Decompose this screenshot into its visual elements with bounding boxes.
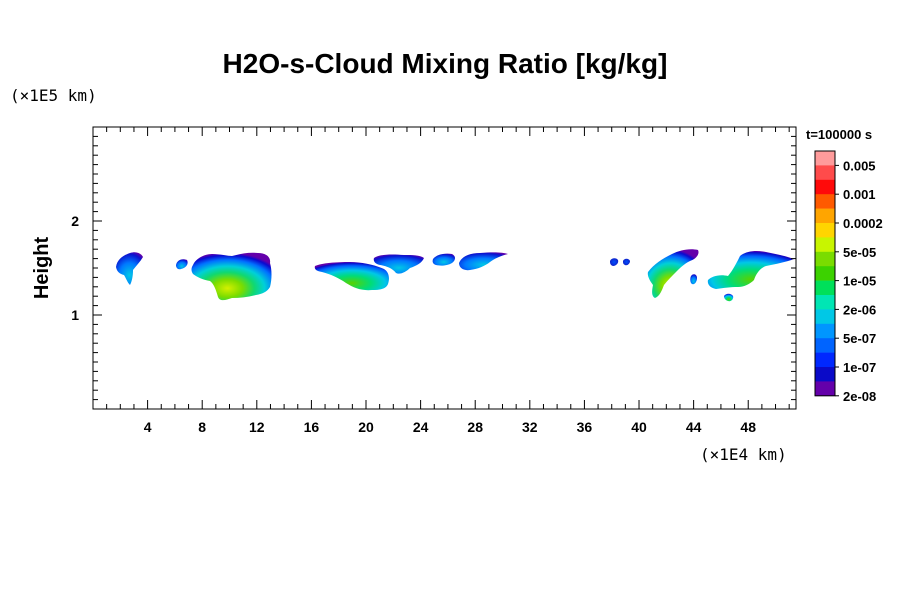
colorbar-swatch: [815, 352, 835, 368]
cloud-region: [707, 251, 794, 289]
cloud-region: [724, 293, 734, 302]
x-tick-label: 44: [686, 419, 702, 435]
colorbar-swatch: [815, 323, 835, 339]
x-tick-label: 36: [577, 419, 593, 435]
cloud-region: [116, 252, 143, 285]
cloud-region: [459, 252, 508, 271]
colorbar-label: 5e-05: [843, 245, 876, 260]
y-tick-label: 1: [71, 307, 79, 323]
colorbar-label: 1e-05: [843, 274, 876, 289]
colorbar-swatch: [815, 266, 835, 281]
colorbar-swatch: [815, 208, 835, 224]
colorbar-label: 5e-07: [843, 331, 876, 346]
colorbar-swatch: [815, 367, 835, 382]
cloud-region: [176, 259, 188, 270]
colorbar: 0.005 0.001 0.0002 5e-05 1e-05 2e-06 5e-07 1e-0…: [814, 150, 883, 404]
x-ticks: 4 8 12 16 20 24 28 32 36 40 44 48: [106, 127, 790, 435]
colorbar-label: 2e-06: [843, 302, 876, 317]
colorbar-swatch: [815, 381, 835, 397]
colorbar-swatch: [815, 295, 835, 310]
colorbar-swatch: [815, 309, 835, 325]
colorbar-swatch: [815, 237, 835, 253]
plot-area: 12 4 8 12 16 20 24 28 32 36 40 44 48: [71, 126, 797, 435]
x-tick-label: 4: [144, 419, 152, 435]
chart-title: H2O-s-Cloud Mixing Ratio [kg/kg]: [223, 48, 668, 79]
cloud-region: [314, 262, 389, 291]
colorbar-swatch: [815, 165, 835, 181]
x-tick-label: 48: [740, 419, 756, 435]
colorbar-swatch: [815, 251, 835, 267]
cloud-region: [690, 274, 697, 285]
time-label: t=100000 s: [806, 127, 872, 142]
cloud-fields: [116, 249, 794, 302]
x-tick-label: 12: [249, 419, 265, 435]
y-axis-label: Height: [31, 237, 53, 300]
colorbar-swatch: [815, 151, 835, 166]
colorbar-swatch: [815, 280, 835, 296]
x-tick-label: 24: [413, 419, 429, 435]
y-ticks: 12: [71, 135, 796, 401]
x-tick-label: 28: [467, 419, 483, 435]
colorbar-swatch: [815, 194, 835, 209]
cloud-region: [623, 258, 630, 266]
cloud-region: [432, 253, 455, 266]
cloud-region: [191, 252, 272, 301]
x-tick-label: 8: [198, 419, 206, 435]
cloud-region: [373, 254, 424, 274]
y-tick-label: 2: [71, 213, 79, 229]
colorbar-label: 0.0002: [843, 216, 883, 231]
x-unit-label: (×1E4 km): [700, 445, 787, 464]
x-tick-label: 16: [304, 419, 320, 435]
cloud-region: [647, 249, 699, 298]
colorbar-swatch: [815, 179, 835, 195]
y-unit-label: (×1E5 km): [10, 86, 97, 105]
colorbar-frame: [814, 150, 836, 397]
colorbar-label: 2e-08: [843, 389, 876, 404]
x-tick-label: 40: [631, 419, 647, 435]
colorbar-label: 0.001: [843, 187, 876, 202]
colorbar-swatch: [815, 223, 835, 238]
colorbar-swatch: [815, 338, 835, 353]
colorbar-label: 0.005: [843, 158, 876, 173]
x-tick-label: 20: [358, 419, 374, 435]
x-tick-label: 32: [522, 419, 538, 435]
colorbar-label: 1e-07: [843, 360, 876, 375]
cloud-region: [610, 258, 619, 266]
